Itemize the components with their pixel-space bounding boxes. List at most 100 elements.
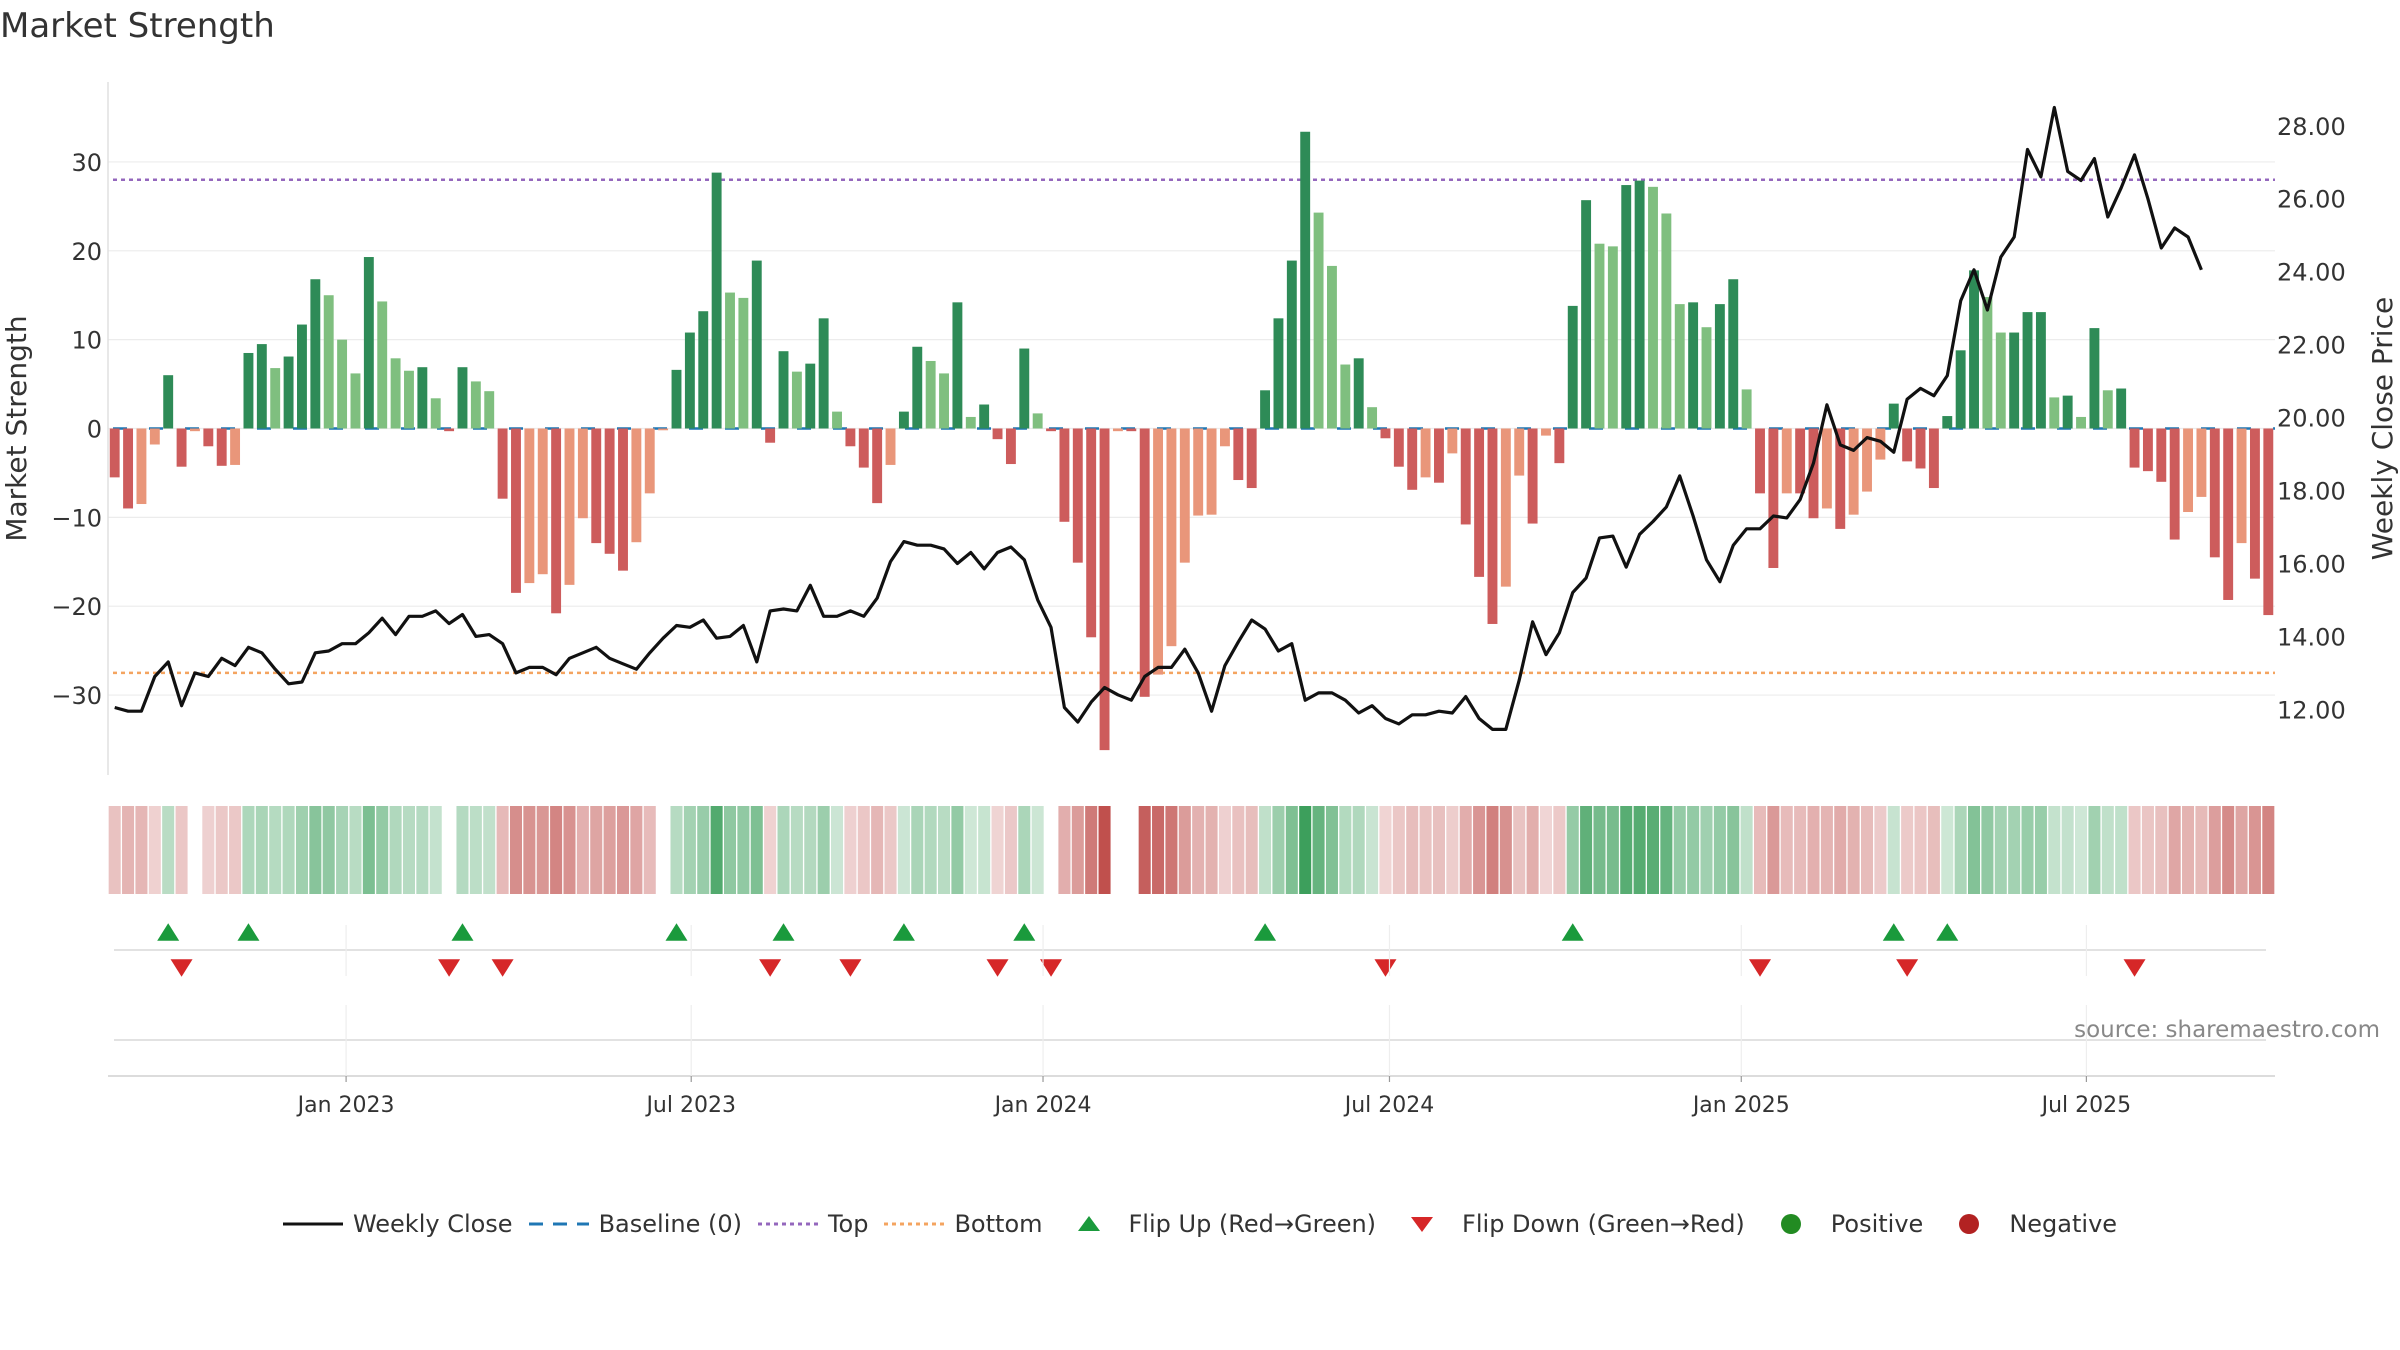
band-cell	[2182, 806, 2195, 894]
band-cell	[1406, 806, 1419, 894]
strength-bar	[149, 428, 160, 445]
band-cell	[2195, 806, 2208, 894]
band-cell	[322, 806, 335, 894]
triangle-up-icon	[1077, 1216, 1100, 1231]
strength-bar	[109, 428, 120, 478]
band-cell	[1325, 806, 1338, 894]
band-cell	[402, 806, 415, 894]
band-cell	[1753, 806, 1767, 894]
strength-bar	[2089, 328, 2100, 429]
line-dotted-icon	[757, 1222, 818, 1226]
strength-bar	[1166, 428, 1177, 647]
strength-bar	[1795, 428, 1806, 494]
strength-bar	[256, 344, 267, 429]
strength-bar	[1567, 305, 1578, 429]
strength-bar	[992, 428, 1003, 440]
band-cell	[1125, 806, 1138, 894]
strength-bar	[1634, 180, 1645, 429]
y-tick-label: −10	[51, 504, 102, 532]
strength-bar	[1380, 428, 1391, 439]
strength-bar	[1019, 348, 1030, 429]
band-cell	[884, 806, 897, 894]
weekly-close-line	[114, 105, 2203, 732]
strength-bar	[979, 404, 990, 429]
strength-bar	[577, 428, 588, 519]
flip-down-marker	[1040, 959, 1063, 977]
band-cell	[2155, 806, 2168, 894]
strength-bar	[1928, 428, 1939, 489]
y-tick-label: −20	[51, 593, 102, 621]
strength-bar	[1821, 428, 1832, 509]
strength-bar	[1340, 364, 1351, 429]
strength-bar	[1594, 243, 1605, 429]
band-cell	[1566, 806, 1579, 894]
band-cell	[269, 806, 282, 894]
strength-bar	[1474, 428, 1485, 577]
band-cell	[336, 806, 349, 894]
strength-bar	[484, 391, 495, 429]
band-cell	[603, 806, 616, 894]
strength-bar	[738, 297, 749, 429]
band-cell	[309, 806, 322, 894]
band-cell	[991, 806, 1004, 894]
band-cell	[790, 806, 803, 894]
band-cell	[242, 806, 255, 894]
strength-bar	[805, 363, 816, 429]
band-cell	[295, 806, 308, 894]
legend-label: Positive	[1830, 1210, 1924, 1238]
band-cell	[2061, 806, 2074, 894]
strength-bar	[845, 428, 856, 447]
strength-bar	[470, 381, 481, 429]
strength-bar	[1327, 265, 1337, 429]
band-cell	[1968, 806, 1981, 894]
x-tick-label: Jul 2025	[2040, 1093, 2132, 1118]
legend-label: Negative	[2009, 1210, 2118, 1238]
strength-bar	[604, 428, 615, 554]
strength-bar	[1688, 302, 1699, 429]
strength-bar	[952, 302, 963, 429]
legend-item: Top	[757, 1210, 868, 1238]
legend-item: Bottom	[884, 1210, 1043, 1238]
strength-bar	[2022, 312, 2033, 429]
strength-bar	[297, 324, 307, 429]
y2-tick-label: 14.00	[2277, 623, 2346, 651]
band-cell	[188, 806, 201, 894]
band-cell	[1446, 806, 1459, 894]
y2-tick-label: 28.00	[2277, 113, 2346, 141]
flip-up-marker	[772, 923, 795, 941]
flip-down-marker	[2123, 959, 2146, 977]
band-cell	[1660, 806, 1673, 894]
strength-bar	[1862, 428, 1872, 492]
strength-bar	[1755, 428, 1765, 494]
strength-bar	[1407, 428, 1418, 490]
band-cell	[804, 806, 817, 894]
legend-label: Baseline (0)	[598, 1210, 742, 1238]
band-cell	[2208, 806, 2221, 894]
band-cell	[162, 806, 175, 894]
band-cell	[2101, 806, 2114, 894]
chart-title: Market Strength	[0, 6, 275, 46]
band-cell	[764, 806, 777, 894]
band-cell	[2235, 806, 2248, 894]
band-cell	[1553, 806, 1566, 894]
band-cell	[1539, 806, 1552, 894]
band-cell	[2248, 806, 2261, 894]
band-cell	[1138, 806, 1151, 894]
flip-down-marker	[759, 959, 782, 977]
band-cell	[443, 806, 456, 894]
strength-bar	[898, 411, 909, 429]
strength-bar	[497, 428, 508, 499]
flip-up-marker	[1013, 923, 1036, 941]
flip-down-marker	[839, 959, 862, 977]
band-cell	[857, 806, 870, 894]
strength-bar	[1902, 428, 1913, 462]
band-cell	[1820, 806, 1833, 894]
strength-bar	[671, 369, 682, 429]
strength-bar	[404, 370, 414, 429]
x-tick-label: Jul 2023	[644, 1093, 736, 1118]
strength-bar	[1206, 428, 1217, 515]
legend-item: Baseline (0)	[528, 1210, 742, 1238]
band-cell	[2008, 806, 2021, 894]
weekly-close-line	[114, 105, 2203, 732]
strength-bar	[1139, 428, 1150, 697]
